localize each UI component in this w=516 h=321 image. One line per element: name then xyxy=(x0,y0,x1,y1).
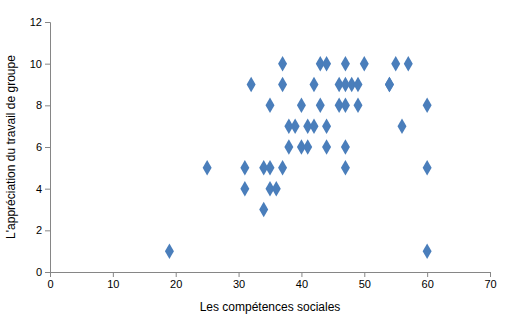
x-tick-mark xyxy=(239,272,240,277)
x-tick: 20 xyxy=(170,272,182,290)
point xyxy=(278,56,287,72)
point xyxy=(203,160,212,176)
y-tick: 6 xyxy=(36,141,50,153)
y-tick-label: 12 xyxy=(30,16,42,28)
point xyxy=(385,77,394,93)
chart: 0 10 20 30 40 50 60 70 0 2 4 6 8 10 12 Les compétences … xyxy=(0,0,516,321)
x-tick: 50 xyxy=(359,272,371,290)
x-axis-line xyxy=(51,273,491,278)
x-tick-label: 70 xyxy=(484,278,496,290)
point xyxy=(341,98,350,114)
plot: 0 10 20 30 40 50 60 70 0 2 4 6 8 10 12 xyxy=(30,16,497,290)
point xyxy=(398,118,407,134)
point xyxy=(247,77,256,93)
point xyxy=(341,56,350,72)
x-tick-label: 0 xyxy=(47,278,53,290)
point xyxy=(240,160,249,176)
point xyxy=(360,56,369,72)
point xyxy=(322,118,331,134)
y-tick-label: 6 xyxy=(36,141,42,153)
point xyxy=(278,77,287,93)
y-tick: 2 xyxy=(36,224,50,236)
point xyxy=(284,139,293,155)
point xyxy=(423,160,432,176)
point xyxy=(341,139,350,155)
points xyxy=(165,56,432,259)
x-tick-label: 20 xyxy=(170,278,182,290)
point xyxy=(322,56,331,72)
y-tick-mark xyxy=(45,64,50,65)
x-tick-mark xyxy=(427,272,428,277)
x-tick-label: 40 xyxy=(296,278,308,290)
point xyxy=(322,139,331,155)
y-tick: 0 xyxy=(36,266,50,278)
x-tick-label: 30 xyxy=(233,278,245,290)
point xyxy=(423,243,432,259)
x-tick-label: 10 xyxy=(107,278,119,290)
point xyxy=(291,118,300,134)
x-tick-label: 50 xyxy=(359,278,371,290)
y-tick: 8 xyxy=(36,99,50,111)
x-tick-mark xyxy=(301,272,302,277)
point xyxy=(316,98,325,114)
y-tick-mark xyxy=(45,22,50,23)
point xyxy=(165,243,174,259)
x-tick: 60 xyxy=(422,272,434,290)
point xyxy=(272,181,281,197)
point xyxy=(278,160,287,176)
point xyxy=(303,139,312,155)
point xyxy=(341,160,350,176)
point xyxy=(354,98,363,114)
y-tick-mark xyxy=(45,105,50,106)
point xyxy=(391,56,400,72)
point xyxy=(310,118,319,134)
y-tick-mark xyxy=(45,230,50,231)
point xyxy=(354,77,363,93)
y-tick-mark xyxy=(45,189,50,190)
y-axis-line xyxy=(45,23,51,273)
point xyxy=(297,98,306,114)
point xyxy=(259,202,268,218)
x-tick-mark xyxy=(176,272,177,277)
x-tick: 40 xyxy=(296,272,308,290)
point xyxy=(423,98,432,114)
x-axis-title: Les compétences sociales xyxy=(200,300,341,314)
x-axis: 0 10 20 30 40 50 60 70 xyxy=(47,272,496,290)
y-tick-label: 8 xyxy=(36,99,42,111)
y-tick-label: 10 xyxy=(30,58,42,70)
point xyxy=(240,181,249,197)
y-axis: 0 2 4 6 8 10 12 xyxy=(30,16,51,278)
y-tick: 4 xyxy=(36,183,50,195)
x-tick: 30 xyxy=(233,272,245,290)
x-tick: 0 xyxy=(47,272,53,290)
y-tick-label: 2 xyxy=(36,224,42,236)
x-tick-mark xyxy=(490,272,491,277)
point xyxy=(404,56,413,72)
point xyxy=(266,160,275,176)
y-tick: 10 xyxy=(30,58,50,70)
y-tick-mark xyxy=(45,272,50,273)
point xyxy=(385,77,394,93)
point xyxy=(266,98,275,114)
x-tick-label: 60 xyxy=(422,278,434,290)
y-tick-label: 4 xyxy=(36,183,42,195)
x-tick-mark xyxy=(364,272,365,277)
y-axis-title: L'appréciation du travail de groupe xyxy=(4,55,18,239)
y-tick: 12 xyxy=(30,16,50,28)
x-tick: 70 xyxy=(484,272,496,290)
y-tick-label: 0 xyxy=(36,266,42,278)
x-tick-mark xyxy=(113,272,114,277)
point xyxy=(310,77,319,93)
x-tick: 10 xyxy=(107,272,119,290)
y-tick-mark xyxy=(45,147,50,148)
